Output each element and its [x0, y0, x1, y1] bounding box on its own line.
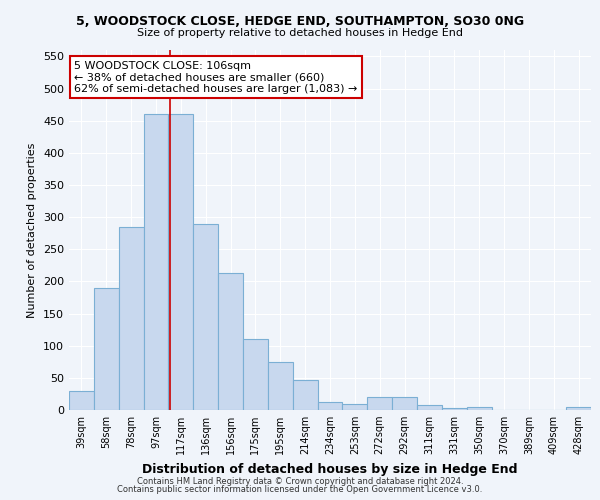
Text: Contains HM Land Registry data © Crown copyright and database right 2024.: Contains HM Land Registry data © Crown c…	[137, 477, 463, 486]
Bar	[343, 404, 367, 410]
Bar	[69, 390, 94, 410]
Text: Contains public sector information licensed under the Open Government Licence v3: Contains public sector information licen…	[118, 485, 482, 494]
Bar	[417, 405, 442, 410]
Y-axis label: Number of detached properties: Number of detached properties	[28, 142, 37, 318]
Bar	[392, 397, 417, 410]
Text: 5 WOODSTOCK CLOSE: 106sqm
← 38% of detached houses are smaller (660)
62% of semi: 5 WOODSTOCK CLOSE: 106sqm ← 38% of detac…	[74, 61, 358, 94]
Bar	[268, 362, 293, 410]
Bar	[243, 340, 268, 410]
Bar	[218, 273, 243, 410]
X-axis label: Distribution of detached houses by size in Hedge End: Distribution of detached houses by size …	[142, 462, 518, 475]
Bar	[367, 397, 392, 410]
Bar	[193, 224, 218, 410]
Text: Size of property relative to detached houses in Hedge End: Size of property relative to detached ho…	[137, 28, 463, 38]
Bar	[317, 402, 343, 410]
Bar	[442, 408, 467, 410]
Bar	[169, 114, 193, 410]
Bar	[467, 407, 491, 410]
Bar	[119, 227, 143, 410]
Bar	[293, 380, 317, 410]
Bar	[94, 288, 119, 410]
Text: 5, WOODSTOCK CLOSE, HEDGE END, SOUTHAMPTON, SO30 0NG: 5, WOODSTOCK CLOSE, HEDGE END, SOUTHAMPT…	[76, 15, 524, 28]
Bar	[566, 407, 591, 410]
Bar	[143, 114, 169, 410]
